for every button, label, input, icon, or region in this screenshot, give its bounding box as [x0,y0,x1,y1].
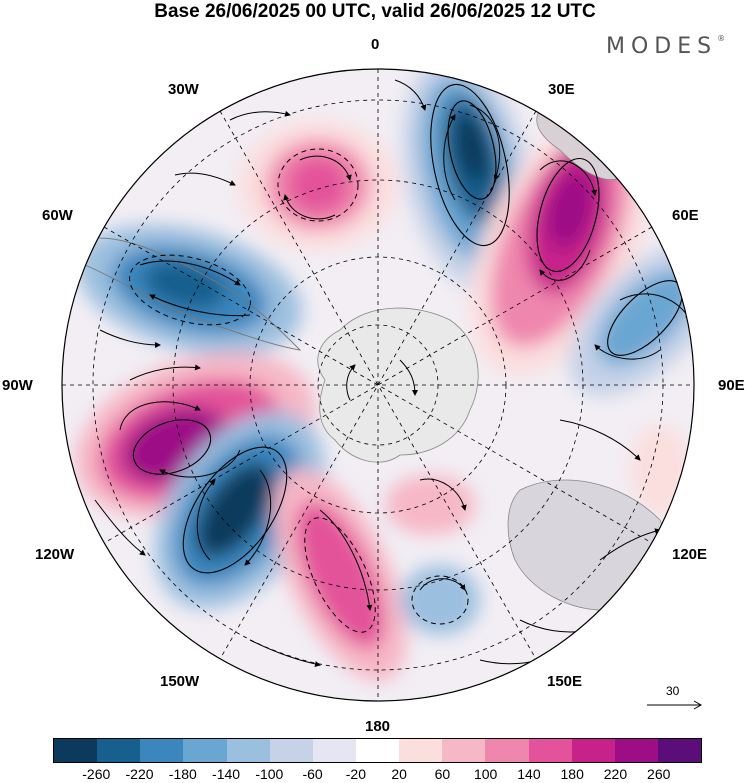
modes-logo: MODES® [606,34,725,59]
colorbar-tick-label: -60 [302,766,323,782]
colorbar-tick-label: 60 [434,766,451,782]
colorbar-tick-label: 20 [391,766,407,782]
antarctica-landmass [317,307,479,463]
colorbar-tick-label: -20 [345,766,366,782]
colorbar-tick-label: 100 [473,766,498,782]
colorbar-swatch-11 [528,739,572,762]
colorbar-tick-label: -180 [168,766,197,782]
reference-vector-label: 30 [666,684,680,698]
colorbar-swatch-6 [312,739,356,762]
modes-logo-text: MODES [606,34,718,59]
colorbar-tick-label: -220 [125,766,154,782]
height-contours-dashed [129,148,469,633]
colorbar-swatch-7 [355,739,400,762]
chart-title: Base 26/06/2025 00 UTC, valid 26/06/2025… [154,1,596,22]
lon-label-120e: 120E [672,546,708,563]
lon-label-60e: 60E [672,207,699,224]
graticule [62,69,694,701]
colorbar-swatch-3 [183,739,227,762]
lon-label-150w: 150W [160,673,200,690]
lon-label-90w: 90W [2,377,33,394]
lon-label-120w: 120W [35,546,75,563]
anomaly-field [74,69,694,682]
lon-label-150e: 150E [547,673,583,690]
colorbar-ticks: -260 -220 -180 -140 -100 -60 -20 20 60 100 140 180 2… [0,766,750,783]
registered-mark: ® [717,34,726,43]
colorbar-tick-label: 220 [603,766,628,782]
colorbar-swatch-1 [97,739,141,762]
colorbar-tick-label: 260 [647,766,671,782]
colorbar-tick-label: -260 [82,766,111,782]
lon-label-60w: 60W [42,207,73,224]
colorbar-swatch-8 [399,739,443,762]
colorbar [53,738,702,763]
colorbar-tick-label: 180 [560,766,584,782]
colorbar-swatch-10 [485,739,529,762]
colorbar-swatch-4 [226,739,270,762]
colorbar-swatch-2 [140,739,184,762]
lon-label-30w: 30W [168,81,199,98]
colorbar-swatch-12 [571,739,615,762]
colorbar-tick-label: -100 [255,766,284,782]
reference-vector-arrow [647,700,703,710]
colorbar-swatch-14 [657,739,702,762]
colorbar-swatch-5 [269,739,313,762]
colorbar-swatch-13 [614,739,658,762]
lon-label-0: 0 [371,36,380,53]
colorbar-swatch-9 [442,739,486,762]
colorbar-swatch-0 [54,739,98,762]
lon-label-180: 180 [365,718,391,735]
colorbar-tick-label: 140 [517,766,541,782]
map-boundary [61,68,695,702]
lon-label-30e: 30E [548,81,575,98]
colorbar-tick-label: -140 [212,766,241,782]
lon-label-90e: 90E [718,377,745,394]
